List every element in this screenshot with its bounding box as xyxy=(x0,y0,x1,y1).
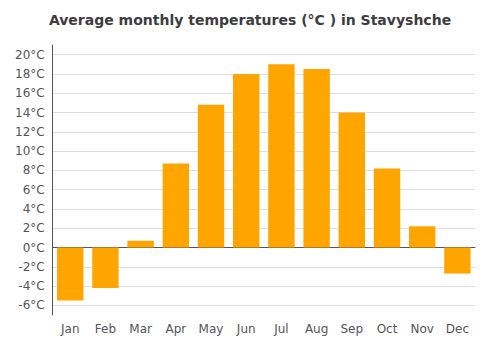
svg-text:Jul: Jul xyxy=(273,322,288,336)
svg-text:-2°C: -2°C xyxy=(18,260,44,274)
svg-text:Dec: Dec xyxy=(446,322,469,336)
svg-text:6°C: 6°C xyxy=(23,183,45,197)
svg-text:Mar: Mar xyxy=(129,322,152,336)
svg-text:20°C: 20°C xyxy=(15,48,45,62)
svg-text:4°C: 4°C xyxy=(23,202,45,216)
svg-text:Sep: Sep xyxy=(341,322,364,336)
svg-text:May: May xyxy=(199,322,224,336)
svg-text:16°C: 16°C xyxy=(15,86,45,100)
svg-text:Apr: Apr xyxy=(165,322,186,336)
svg-text:12°C: 12°C xyxy=(15,125,45,139)
svg-text:8°C: 8°C xyxy=(23,163,45,177)
svg-text:Feb: Feb xyxy=(95,322,116,336)
svg-text:Jun: Jun xyxy=(236,322,256,336)
svg-text:10°C: 10°C xyxy=(15,144,45,158)
svg-text:Jan: Jan xyxy=(60,322,80,336)
svg-text:-4°C: -4°C xyxy=(18,279,44,293)
svg-text:Average monthly temperatures (: Average monthly temperatures (°C ) in St… xyxy=(49,12,451,28)
svg-text:Nov: Nov xyxy=(410,322,433,336)
svg-text:Aug: Aug xyxy=(305,322,328,336)
svg-text:0°C: 0°C xyxy=(23,241,45,255)
svg-text:2°C: 2°C xyxy=(23,221,45,235)
svg-text:-6°C: -6°C xyxy=(18,298,44,312)
svg-text:14°C: 14°C xyxy=(15,106,45,120)
svg-text:18°C: 18°C xyxy=(15,67,45,81)
svg-text:Oct: Oct xyxy=(377,322,398,336)
